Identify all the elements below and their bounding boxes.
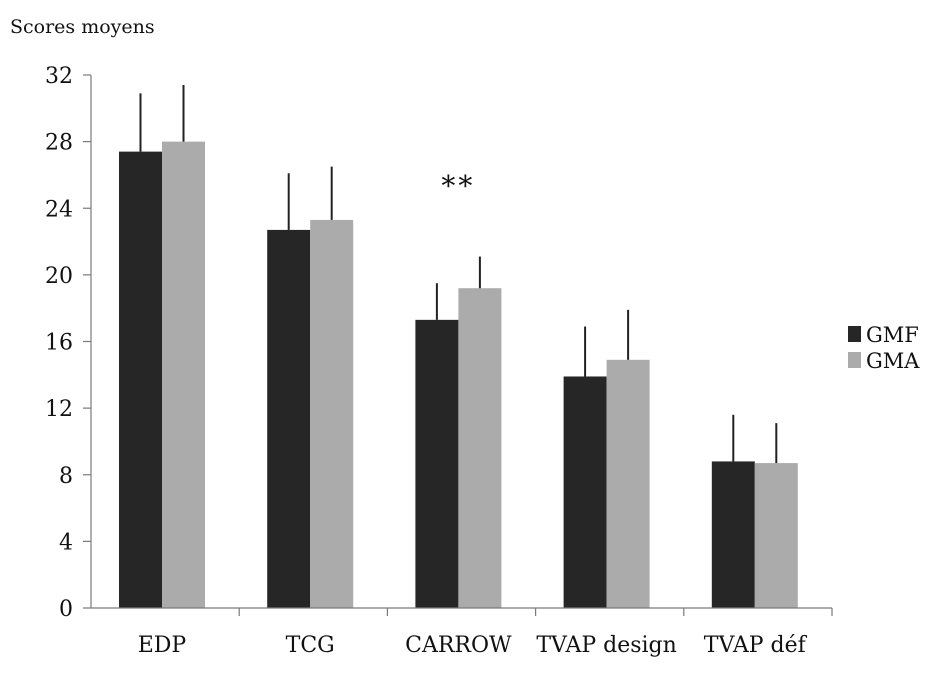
- y-axis-title: Scores moyens: [10, 16, 155, 38]
- y-tick-label: 32: [45, 64, 73, 89]
- x-tick-label: CARROW: [405, 633, 512, 658]
- legend-label-gmf: GMF: [866, 323, 919, 347]
- x-tick-label: TVAP design: [536, 633, 676, 658]
- bar-gmf-2: [267, 229, 311, 608]
- y-tick-label: 20: [45, 264, 73, 289]
- y-tick-label: 16: [45, 331, 73, 356]
- y-tick-label: 4: [59, 530, 73, 555]
- legend-label-gma: GMA: [866, 349, 920, 373]
- legend-swatch-gma: [848, 352, 861, 368]
- bar-gma-2: [310, 219, 354, 609]
- legend-swatch-gmf: [848, 326, 861, 342]
- x-tick-label: TCG: [286, 633, 335, 658]
- bar-gma-3: [458, 288, 502, 608]
- bar-gmf-1: [119, 151, 162, 608]
- x-tick-label: TVAP déf: [704, 633, 808, 658]
- x-tick-label: EDP: [138, 633, 187, 658]
- bar-gmf-3: [415, 319, 459, 608]
- y-tick-label: 28: [45, 131, 73, 156]
- significance-annotation: **: [441, 169, 475, 202]
- bar-gmf-4: [563, 376, 607, 608]
- y-tick-label: 24: [45, 197, 73, 222]
- bar-gma-5: [754, 463, 798, 608]
- y-tick-label: 12: [45, 397, 73, 422]
- bar-gma-4: [606, 359, 650, 608]
- plot-area: 0 4 8 12 16 20 24 28 32 EDP TCG CARROW TVAP design TV…: [45, 64, 833, 658]
- y-tick-label: 0: [59, 597, 73, 622]
- y-tick-label: 8: [59, 464, 73, 489]
- bar-gmf-5: [711, 461, 755, 608]
- bar-gma-1: [162, 141, 205, 608]
